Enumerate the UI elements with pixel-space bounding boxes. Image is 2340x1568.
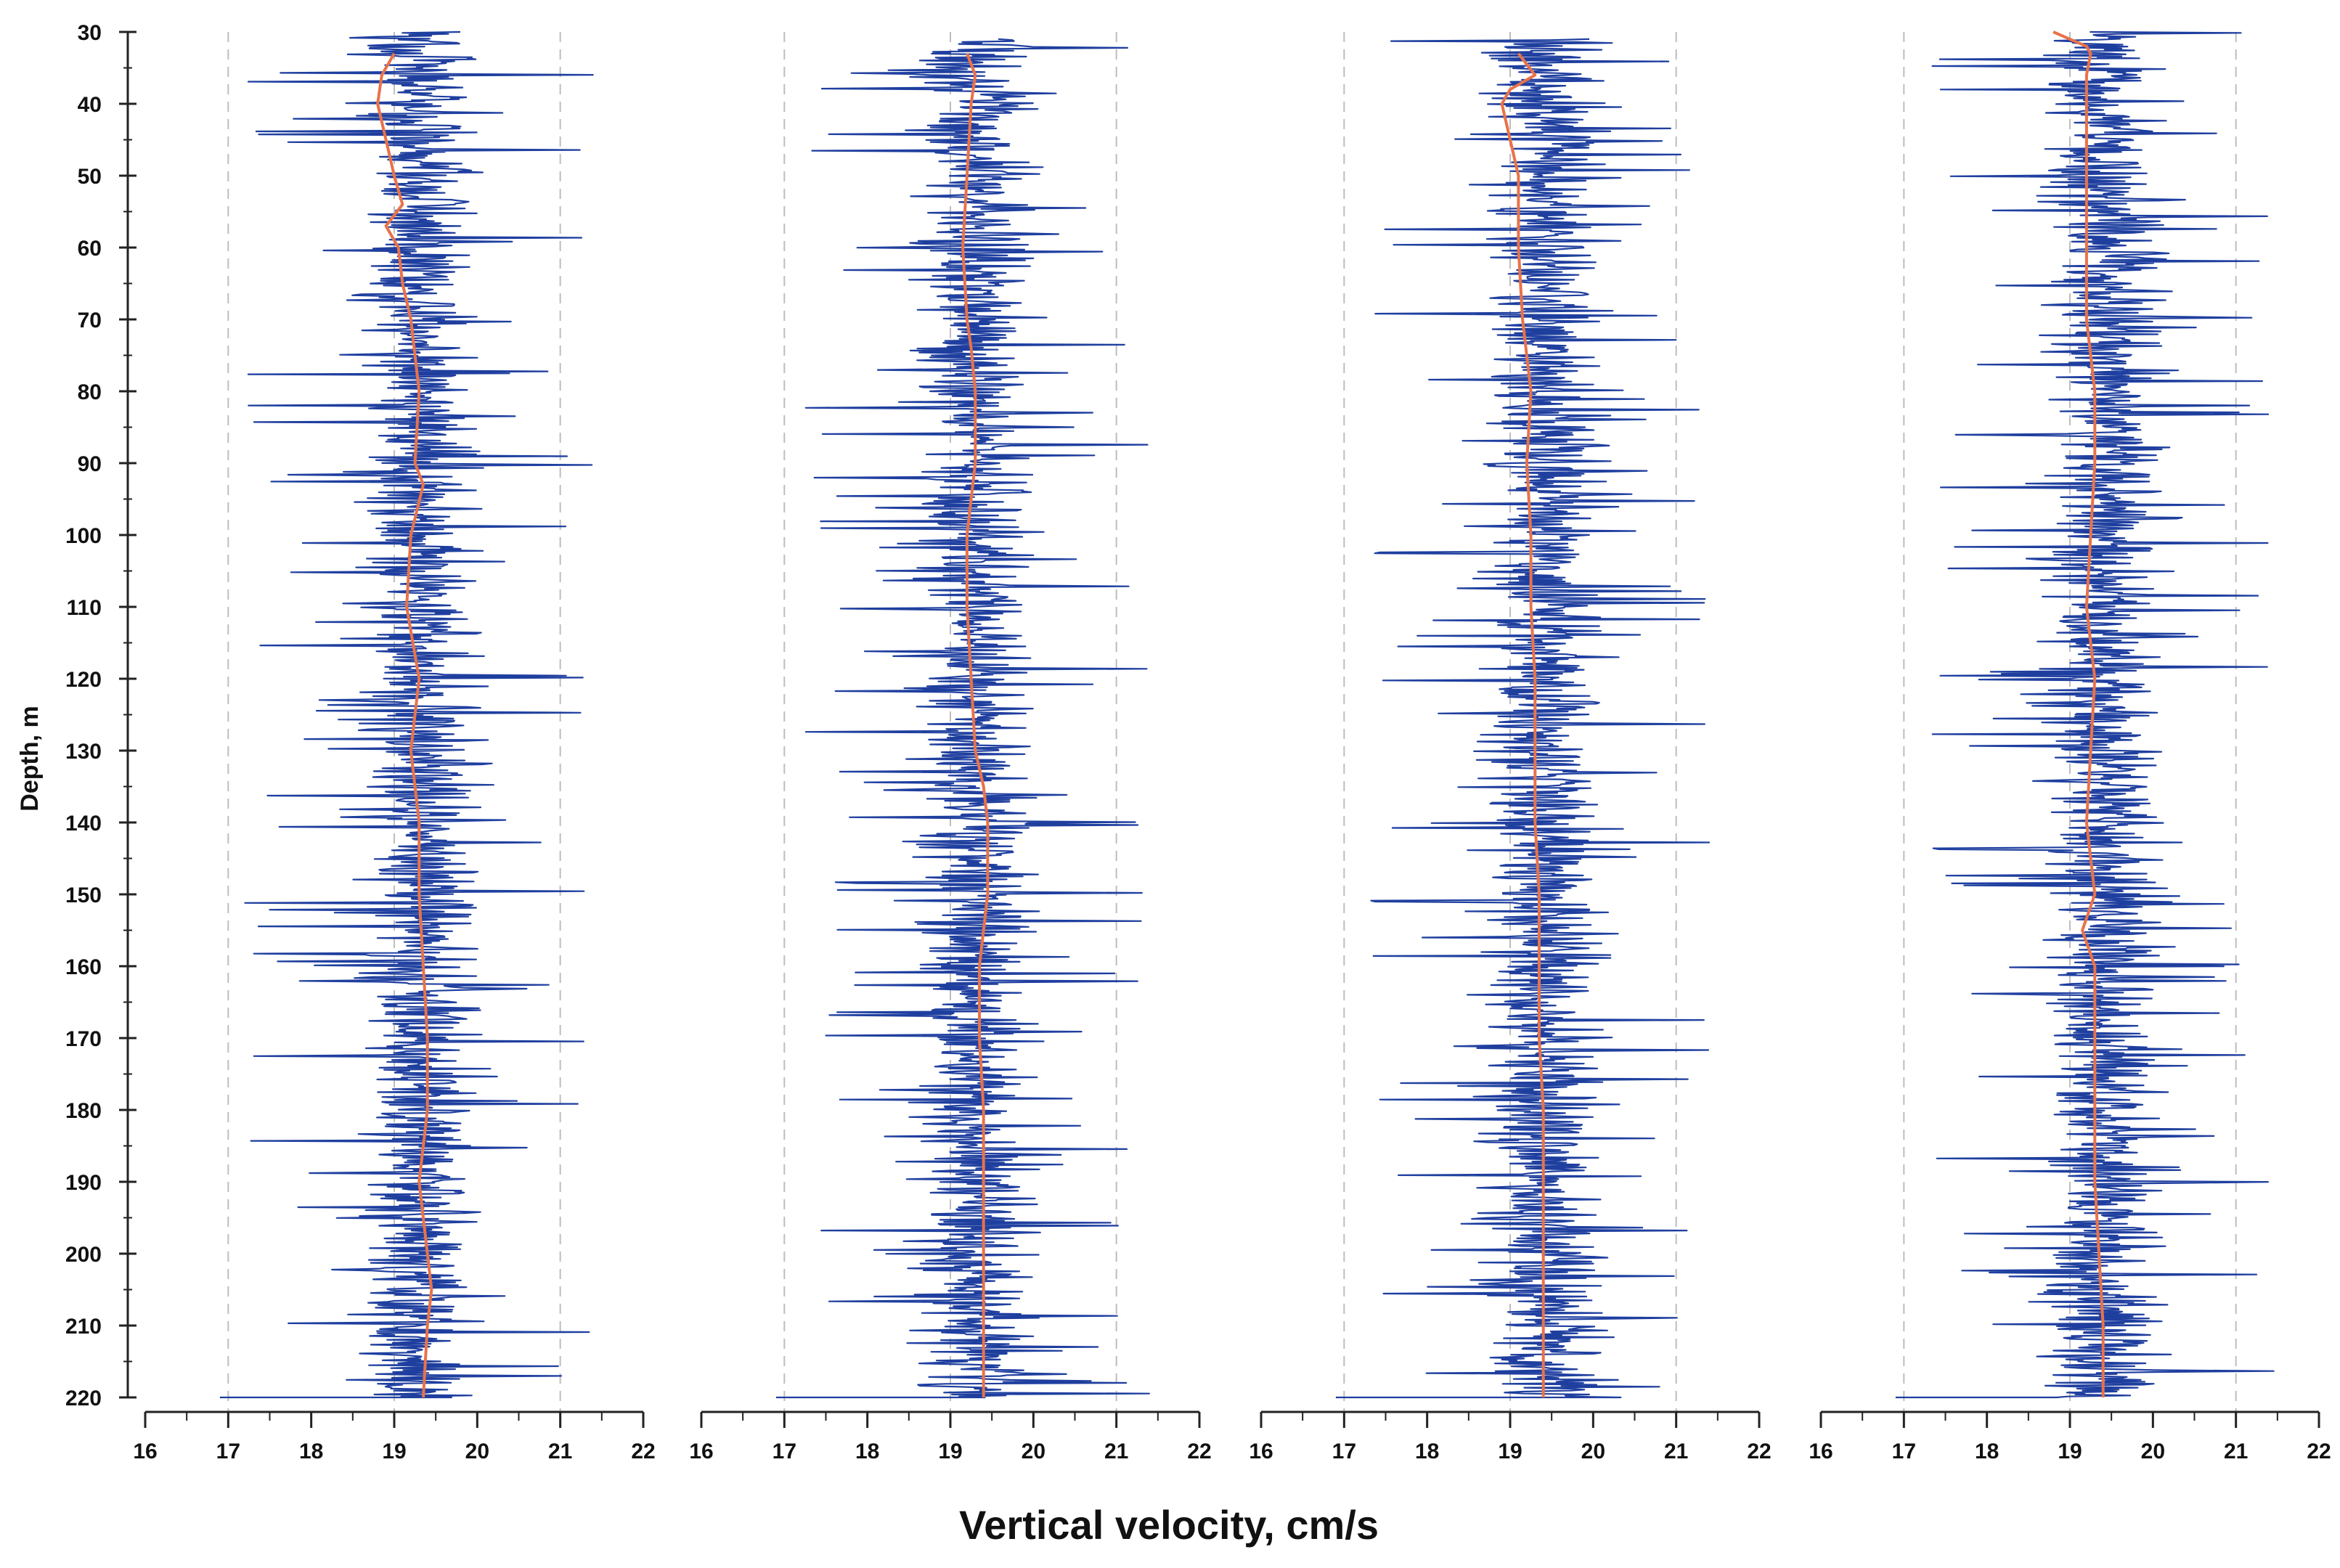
depth-tick-label: 30: [78, 21, 102, 45]
depth-tick-label: 160: [65, 955, 102, 979]
mean-velocity-line: [961, 52, 990, 1397]
velocity-tick-label: 21: [548, 1440, 572, 1463]
raw-velocity-trace: [219, 30, 594, 1399]
chart-panels: 16 17 18 19 20 21 22 16 17 18 19 20 21 22 16 17 18 19 20 21…: [133, 30, 2331, 1463]
velocity-tick-label: 17: [1332, 1440, 1356, 1463]
velocity-tick-label: 20: [1581, 1440, 1605, 1463]
velocity-tick-label: 18: [299, 1440, 323, 1463]
raw-velocity-trace: [1895, 30, 2275, 1399]
velocity-tick-label: 17: [1892, 1440, 1916, 1463]
depth-tick-label: 70: [78, 309, 102, 332]
velocity-tick-label: 21: [1104, 1440, 1128, 1463]
velocity-tick-label: 17: [772, 1440, 796, 1463]
velocity-tick-label: 19: [382, 1440, 406, 1463]
depth-tick-label: 110: [67, 596, 102, 620]
depth-tick-label: 130: [65, 740, 102, 764]
depth-tick-label: 180: [65, 1099, 102, 1123]
depth-tick-label: 210: [65, 1315, 102, 1339]
velocity-tick-label: 18: [855, 1440, 879, 1463]
x-axis-title: Vertical velocity, cm/s: [959, 1502, 1379, 1548]
velocity-tick-label: 19: [1498, 1440, 1522, 1463]
depth-axis: 30 40 50 60 70 80 90 100 110 120 130 140 150 160 170 18…: [65, 21, 136, 1410]
depth-tick-label: 90: [78, 452, 102, 476]
depth-tick-label: 190: [65, 1171, 102, 1195]
depth-tick-label: 150: [65, 883, 102, 907]
velocity-tick-label: 18: [1975, 1440, 1999, 1463]
velocity-tick-label: 19: [2058, 1440, 2082, 1463]
depth-tick-label: 220: [65, 1387, 102, 1410]
velocity-tick-label: 17: [216, 1440, 240, 1463]
velocity-tick-label: 22: [2307, 1440, 2331, 1463]
depth-tick-label: 140: [65, 812, 102, 836]
depth-tick-label: 80: [78, 380, 102, 404]
y-axis-title: Depth, m: [16, 706, 44, 811]
mean-velocity-line: [376, 52, 433, 1398]
depth-tick-label: 50: [78, 165, 102, 189]
panel-1: 16 17 18 19 20 21 22: [133, 30, 656, 1463]
velocity-tick-label: 21: [1664, 1440, 1688, 1463]
velocity-tick-label: 21: [2224, 1440, 2248, 1463]
velocity-tick-label: 19: [938, 1440, 962, 1463]
velocity-tick-label: 16: [1249, 1440, 1273, 1463]
panel-4: 16 17 18 19 20 21 22: [1809, 30, 2331, 1463]
depth-tick-label: 100: [65, 524, 102, 548]
mean-velocity-line: [1500, 52, 1545, 1397]
raw-velocity-trace: [1335, 38, 1711, 1399]
mean-velocity-line: [2052, 30, 2105, 1397]
depth-tick-label: 200: [65, 1243, 102, 1267]
depth-tick-label: 120: [65, 668, 102, 692]
velocity-tick-label: 16: [689, 1440, 713, 1463]
velocity-tick-label: 22: [1747, 1440, 1771, 1463]
velocity-tick-label: 16: [1809, 1440, 1833, 1463]
velocity-tick-label: 20: [465, 1440, 489, 1463]
panel-3: 16 17 18 19 20 21 22: [1249, 32, 1772, 1463]
velocity-tick-label: 22: [1187, 1440, 1211, 1463]
depth-tick-label: 40: [78, 93, 102, 117]
velocity-tick-label: 20: [2141, 1440, 2165, 1463]
velocity-tick-label: 22: [631, 1440, 655, 1463]
depth-tick-label: 170: [65, 1027, 102, 1051]
velocity-tick-label: 18: [1415, 1440, 1439, 1463]
depth-tick-label: 60: [78, 237, 102, 261]
panel-2: 16 17 18 19 20 21 22: [689, 32, 1212, 1463]
velocity-tick-label: 16: [133, 1440, 157, 1463]
velocity-tick-label: 20: [1022, 1440, 1045, 1463]
raw-velocity-trace: [775, 38, 1150, 1399]
